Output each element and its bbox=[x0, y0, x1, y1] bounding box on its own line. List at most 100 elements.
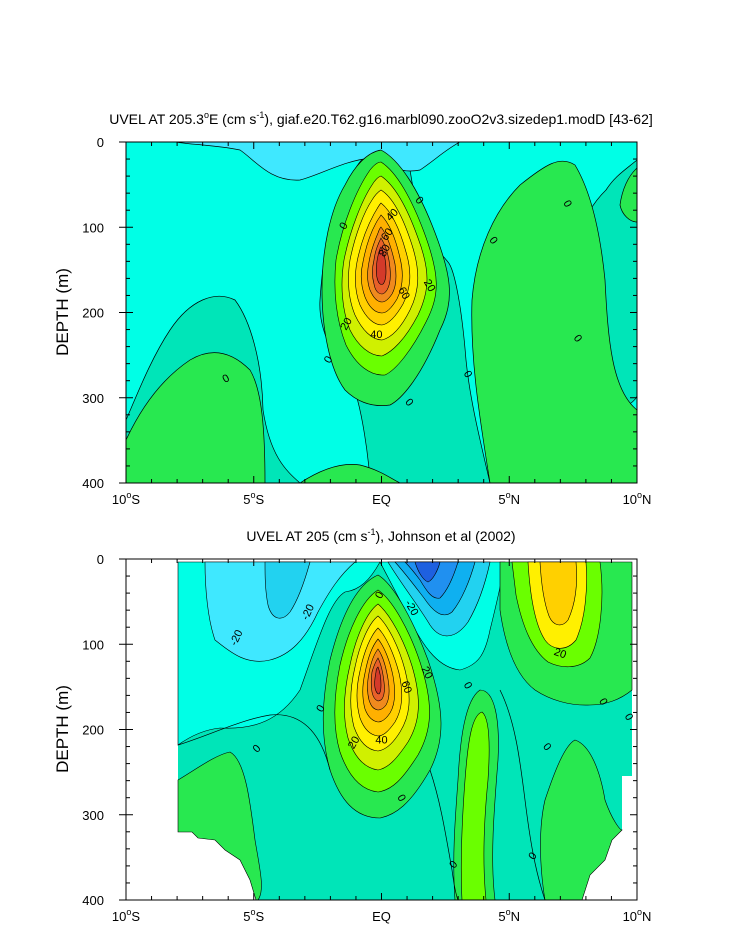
field-band-jet-90 bbox=[376, 246, 387, 285]
svg-text:20: 20 bbox=[338, 316, 355, 333]
degree-sign: o bbox=[251, 907, 256, 917]
field-band-10-20-mid2 bbox=[460, 711, 490, 900]
y-tick-label: 400 bbox=[82, 476, 104, 491]
contour-label: 0 bbox=[373, 590, 386, 601]
svg-text:0: 0 bbox=[622, 712, 635, 723]
svg-text:60: 60 bbox=[379, 226, 396, 243]
degree-sign: o bbox=[126, 907, 131, 917]
contour-label: 60 bbox=[379, 226, 396, 243]
chart-bottom-field bbox=[177, 561, 633, 900]
chart-bottom-ylabel: DEPTH (m) bbox=[53, 685, 72, 773]
contour-label: 40 bbox=[375, 735, 387, 747]
field-band-neg20-core bbox=[264, 561, 311, 619]
contour-label: 0 bbox=[461, 680, 474, 691]
field-band-10-20-west bbox=[126, 352, 266, 483]
field-band-10-20-ne bbox=[619, 167, 637, 223]
svg-text:0: 0 bbox=[461, 369, 474, 380]
svg-text:0: 0 bbox=[526, 850, 539, 862]
degree-sign: o bbox=[506, 907, 511, 917]
degree-sign: o bbox=[251, 490, 256, 500]
svg-text:0: 0 bbox=[373, 590, 386, 601]
contour-label: 0 bbox=[314, 703, 327, 714]
field-band-necc-40 bbox=[539, 561, 577, 626]
chart-top-title: UVEL AT 205.3oE (cm s-1), giaf.e20.T62.g… bbox=[109, 110, 653, 127]
y-tick-label: 100 bbox=[82, 220, 104, 235]
degree-sign: o bbox=[637, 907, 642, 917]
field-band-neg50-east bbox=[414, 561, 441, 583]
y-tick-label: 300 bbox=[82, 808, 104, 823]
x-tick-label: 10oN bbox=[623, 490, 652, 507]
x-tick-label: 5oN bbox=[498, 907, 520, 924]
svg-text:20: 20 bbox=[346, 734, 363, 751]
x-tick-label: EQ bbox=[372, 909, 391, 924]
field-band-euc-90 bbox=[374, 666, 382, 695]
contour-label: 0 bbox=[596, 696, 609, 707]
contour-label: 20 bbox=[346, 734, 363, 751]
x-tick-label: EQ bbox=[372, 492, 391, 507]
contour-label: 0 bbox=[560, 198, 573, 209]
svg-text:0: 0 bbox=[571, 333, 584, 345]
x-tick-label: 10oS bbox=[112, 907, 140, 924]
contour-label: 0 bbox=[461, 369, 474, 380]
svg-text:0: 0 bbox=[394, 793, 407, 804]
field-band-10-20-south bbox=[299, 464, 401, 483]
x-tick-label: 5oN bbox=[498, 490, 520, 507]
svg-text:40: 40 bbox=[370, 329, 382, 341]
y-tick-label: 200 bbox=[82, 723, 104, 738]
contour-label: 20 bbox=[338, 316, 355, 333]
svg-text:0: 0 bbox=[322, 354, 335, 365]
svg-text:0: 0 bbox=[220, 372, 231, 385]
contour-label: 0 bbox=[486, 235, 499, 247]
contour-label: 60 bbox=[395, 285, 412, 302]
x-tick-label: 5oS bbox=[243, 490, 264, 507]
x-tick-label: 10oN bbox=[623, 907, 652, 924]
contour-label: 0 bbox=[622, 712, 635, 723]
contour-label: 0 bbox=[526, 850, 539, 862]
y-tick-label: 300 bbox=[82, 391, 104, 406]
svg-text:80: 80 bbox=[377, 242, 394, 259]
y-tick-label: 100 bbox=[82, 637, 104, 652]
contour-label: 20 bbox=[552, 646, 568, 661]
svg-text:60: 60 bbox=[398, 679, 413, 695]
degree-sign: o bbox=[506, 490, 511, 500]
contour-label: 0 bbox=[322, 354, 335, 365]
chart-bottom: UVEL AT 205 (cm s-1), Johnson et al (200… bbox=[53, 527, 651, 924]
contour-label: 20 bbox=[421, 277, 438, 294]
contour-label: 0 bbox=[220, 372, 231, 385]
svg-text:0: 0 bbox=[337, 220, 350, 231]
svg-text:0: 0 bbox=[486, 235, 499, 247]
svg-text:20: 20 bbox=[419, 665, 435, 681]
contour-label: 80 bbox=[377, 242, 394, 259]
y-tick-label: 0 bbox=[97, 135, 104, 150]
svg-text:40: 40 bbox=[375, 735, 387, 747]
svg-text:0: 0 bbox=[314, 703, 327, 714]
svg-text:20: 20 bbox=[552, 646, 568, 661]
contour-label: 0 bbox=[337, 220, 350, 231]
y-tick-label: 200 bbox=[82, 306, 104, 321]
svg-text:20: 20 bbox=[421, 277, 438, 294]
contour-label: 0 bbox=[394, 793, 407, 804]
x-tick-label: 5oS bbox=[243, 907, 264, 924]
contour-label: 40 bbox=[370, 329, 382, 341]
field-band-10-20-se bbox=[540, 739, 623, 900]
chart-top-ylabel: DEPTH (m) bbox=[53, 268, 72, 356]
chart-bottom-title: UVEL AT 205 (cm s-1), Johnson et al (200… bbox=[246, 527, 515, 544]
field-band-10-20-east bbox=[471, 160, 637, 483]
contour-label: 60 bbox=[398, 679, 413, 695]
svg-text:0: 0 bbox=[461, 680, 474, 691]
degree-sign: o bbox=[637, 490, 642, 500]
y-tick-label: 400 bbox=[82, 893, 104, 908]
chart-top: UVEL AT 205.3oE (cm s-1), giaf.e20.T62.g… bbox=[53, 110, 653, 507]
svg-text:0: 0 bbox=[596, 696, 609, 707]
svg-text:60: 60 bbox=[395, 285, 412, 302]
y-tick-label: 0 bbox=[97, 552, 104, 567]
contour-label: 0 bbox=[571, 333, 584, 345]
svg-text:0: 0 bbox=[560, 198, 573, 209]
field-band-neg20 bbox=[174, 142, 461, 181]
chart-top-field bbox=[126, 142, 637, 483]
x-tick-label: 10oS bbox=[112, 490, 140, 507]
field-band-10-20-sw bbox=[177, 751, 262, 900]
